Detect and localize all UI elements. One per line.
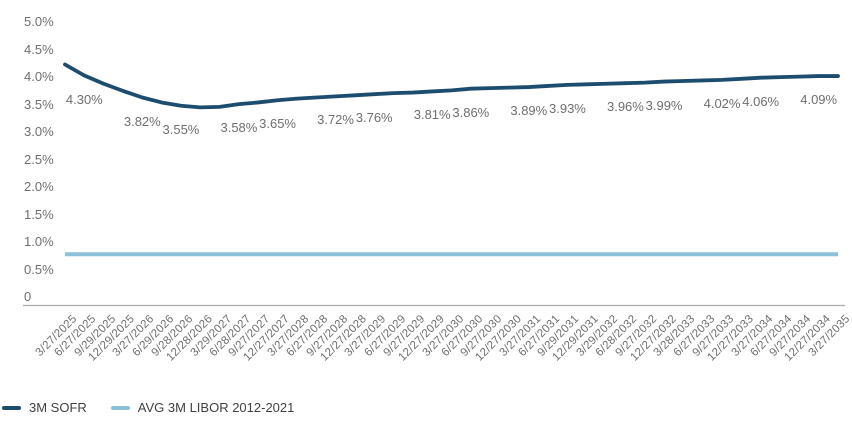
y-axis-tick-label: 1.0%: [24, 234, 54, 249]
sofr-point-label: 3.58%: [220, 120, 258, 136]
sofr-point-label: 3.99%: [645, 97, 683, 113]
legend-swatch-icon: [2, 405, 21, 410]
y-axis-tick-label: 3.0%: [24, 124, 54, 139]
sofr-point-label: 3.72%: [317, 112, 354, 128]
sofr-point-label: 4.09%: [800, 92, 838, 108]
sofr-point-label: 3.86%: [452, 104, 490, 120]
legend-label: 3M SOFR: [29, 400, 87, 415]
y-axis-tick-label: 4.5%: [24, 41, 54, 57]
legend-swatch-icon: [110, 405, 130, 410]
sofr-point-label: 3.55%: [162, 121, 200, 137]
y-axis-tick-label: 2.0%: [24, 179, 54, 194]
sofr-point-label: 3.81%: [413, 107, 451, 123]
sofr-point-label: 4.30%: [65, 91, 103, 107]
sofr-line: [63, 62, 840, 110]
legend: 3M SOFR AVG 3M LIBOR 2012-2021: [2, 400, 308, 415]
y-axis-tick-label: 5.0%: [24, 14, 54, 29]
y-axis-tick-label: 0: [24, 289, 32, 304]
y-axis-tick-label: 2.5%: [24, 151, 54, 167]
sofr-point-label: 4.02%: [703, 95, 741, 111]
y-axis-tick-label: 4.0%: [24, 69, 54, 84]
sofr-point-label: 3.93%: [549, 100, 586, 116]
legend-item: AVG 3M LIBOR 2012-2021: [110, 400, 295, 415]
sofr-point-label: 3.96%: [606, 99, 644, 115]
legend-item: 3M SOFR: [2, 400, 87, 415]
sofr-point-label: 3.89%: [510, 103, 548, 119]
sofr-point-label: 4.06%: [742, 93, 780, 109]
legend-label: AVG 3M LIBOR 2012-2021: [137, 400, 295, 415]
y-axis-tick-label: 3.5%: [24, 96, 54, 112]
sofr-point-label: 3.82%: [123, 113, 161, 129]
y-axis-tick-label: 0.5%: [24, 261, 54, 277]
sofr-point-label: 3.65%: [259, 116, 296, 132]
sofr-point-label: 3.76%: [355, 110, 393, 126]
y-axis-tick-label: 1.5%: [24, 206, 54, 222]
